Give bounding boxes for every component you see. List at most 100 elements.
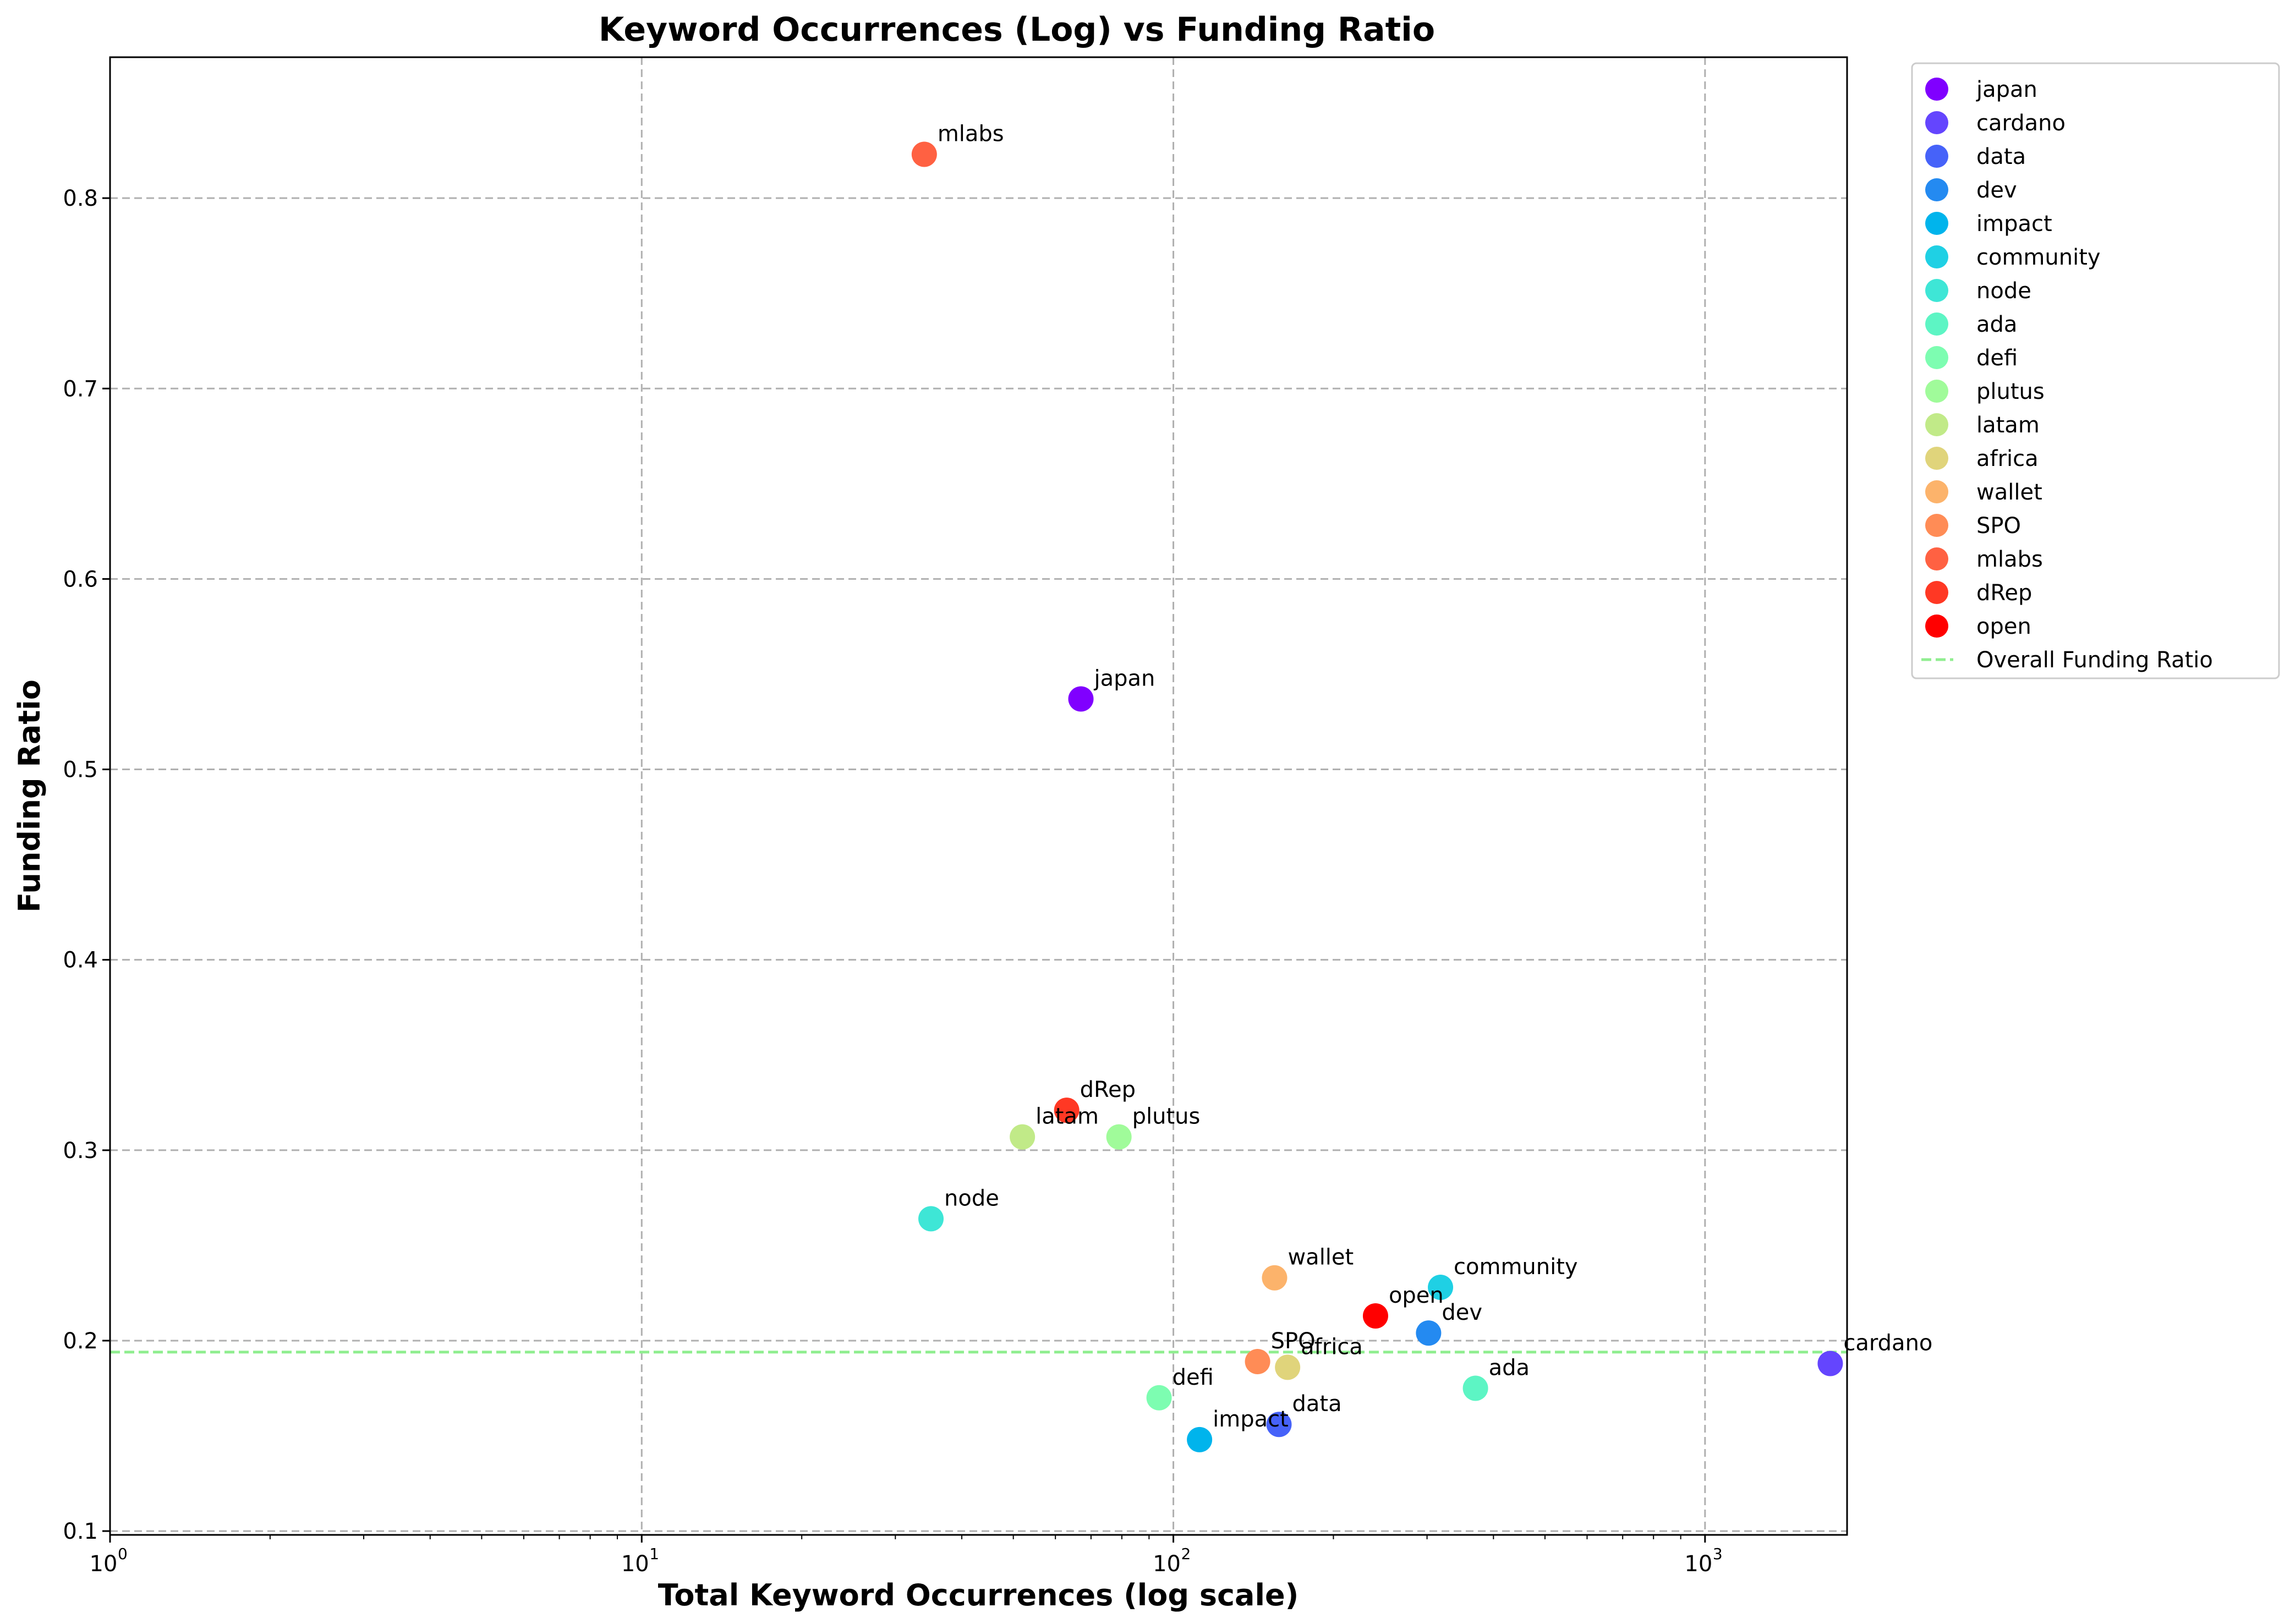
legend-marker-latam: [1925, 413, 1948, 436]
x-tick-label: 10 0: [90, 1545, 128, 1577]
legend-label-drep: dRep: [1976, 580, 2032, 606]
legend-marker-japan: [1925, 78, 1948, 101]
point-label-plutus: plutus: [1132, 1104, 1201, 1129]
legend-label-spo: SPO: [1976, 513, 2021, 539]
point-africa: [1275, 1354, 1301, 1380]
legend-marker-ada: [1925, 312, 1948, 336]
legend-label-defi: defi: [1976, 345, 2018, 371]
legend-label-cardano: cardano: [1976, 111, 2066, 136]
point-wallet: [1262, 1265, 1288, 1291]
y-tick-label: 0.3: [63, 1138, 98, 1164]
point-mlabs: [911, 141, 937, 167]
point-label-japan: japan: [1093, 666, 1155, 691]
point-label-spo: SPO: [1271, 1329, 1316, 1354]
point-node: [918, 1206, 944, 1232]
legend-label-africa: africa: [1976, 446, 2039, 471]
x-tick-exponent: 0: [118, 1545, 128, 1563]
x-tick-exponent: 3: [1713, 1545, 1723, 1563]
legend-marker-community: [1925, 245, 1948, 268]
y-tick-label: 0.6: [63, 567, 98, 592]
legend-marker-defi: [1925, 346, 1948, 369]
point-label-data: data: [1292, 1391, 1342, 1417]
point-data: [1266, 1412, 1292, 1438]
point-ada: [1462, 1375, 1488, 1401]
point-cardano: [1817, 1351, 1843, 1376]
axis-ticks: 0.10.20.30.40.50.60.70.810 0 10 1 10 2 10 3: [63, 186, 1722, 1577]
legend-label-ada: ada: [1976, 312, 2017, 337]
y-tick-label: 0.5: [63, 758, 98, 783]
point-label-cardano: cardano: [1843, 1330, 1932, 1356]
legend-label-latam: latam: [1976, 413, 2040, 438]
legend-label-open: open: [1976, 614, 2031, 639]
legend-marker-spo: [1925, 514, 1948, 537]
x-tick-label: 10 2: [1153, 1545, 1191, 1577]
y-tick-label: 0.1: [63, 1519, 98, 1544]
y-tick-label: 0.4: [63, 948, 98, 973]
point-label-mlabs: mlabs: [938, 122, 1004, 147]
legend-marker-data: [1925, 145, 1948, 168]
point-label-dev: dev: [1442, 1300, 1482, 1325]
legend: japan cardano data dev impact community node ad…: [1911, 62, 2280, 679]
point-plutus: [1106, 1124, 1132, 1150]
point-label-drep: dRep: [1080, 1077, 1136, 1102]
legend-label-japan: japan: [1976, 77, 2037, 102]
point-label-africa: africa: [1301, 1334, 1363, 1359]
point-labels: japan cardano data dev impact community node ad…: [938, 122, 1933, 1432]
point-latam: [1010, 1124, 1036, 1150]
point-label-community: community: [1454, 1254, 1578, 1280]
legend-marker-open: [1925, 615, 1948, 638]
x-tick-base: 10: [90, 1551, 118, 1577]
legend-marker-mlabs: [1925, 547, 1948, 570]
x-tick-exponent: 2: [1181, 1545, 1191, 1563]
legend-label-reference-line: Overall Funding Ratio: [1976, 648, 2213, 673]
legend-frame: [1911, 62, 2280, 679]
x-tick-base: 10: [1684, 1551, 1712, 1577]
point-spo: [1245, 1349, 1270, 1375]
legend-label-mlabs: mlabs: [1976, 547, 2043, 572]
point-label-node: node: [944, 1186, 999, 1211]
y-tick-label: 0.7: [63, 376, 98, 402]
data-points: [911, 141, 1843, 1452]
legend-label-dev: dev: [1976, 178, 2017, 203]
point-label-wallet: wallet: [1288, 1245, 1354, 1270]
plot-frame: [109, 56, 1848, 1536]
legend-marker-wallet: [1925, 480, 1948, 503]
x-tick-exponent: 1: [649, 1545, 659, 1563]
legend-marker-node: [1925, 279, 1948, 302]
point-impact: [1187, 1427, 1213, 1452]
point-label-open: open: [1389, 1283, 1444, 1308]
point-dev: [1416, 1320, 1442, 1346]
x-tick-label: 10 1: [621, 1545, 659, 1577]
point-drep: [1054, 1098, 1080, 1123]
legend-items: japan cardano data dev impact community node ad…: [1921, 77, 2213, 673]
point-open: [1362, 1303, 1388, 1329]
point-label-impact: impact: [1213, 1407, 1289, 1432]
legend-label-community: community: [1976, 245, 2101, 270]
legend-marker-drep: [1925, 581, 1948, 604]
legend-label-impact: impact: [1976, 211, 2052, 237]
legend-label-node: node: [1976, 278, 2031, 304]
legend-marker-plutus: [1925, 380, 1948, 403]
point-label-ada: ada: [1489, 1355, 1530, 1380]
x-tick-base: 10: [1153, 1551, 1181, 1577]
y-tick-label: 0.2: [63, 1329, 98, 1354]
x-tick-label: 10 3: [1684, 1545, 1722, 1577]
y-axis-label: Funding Ratio: [12, 679, 47, 913]
x-axis-label: Total Keyword Occurrences (log scale): [658, 1578, 1299, 1612]
point-community: [1428, 1275, 1454, 1301]
point-japan: [1068, 686, 1094, 712]
y-tick-label: 0.8: [63, 186, 98, 211]
chart-title: Keyword Occurrences (Log) vs Funding Rat…: [599, 10, 1435, 49]
point-defi: [1146, 1385, 1172, 1411]
legend-label-data: data: [1976, 144, 2026, 169]
legend-marker-dev: [1925, 178, 1948, 201]
legend-label-wallet: wallet: [1976, 480, 2042, 505]
point-label-defi: defi: [1173, 1365, 1214, 1390]
legend-label-plutus: plutus: [1976, 379, 2045, 404]
legend-marker-impact: [1925, 212, 1948, 235]
point-label-latam: latam: [1036, 1104, 1099, 1129]
x-tick-base: 10: [621, 1551, 649, 1577]
legend-marker-cardano: [1925, 111, 1948, 134]
legend-marker-africa: [1925, 447, 1948, 470]
